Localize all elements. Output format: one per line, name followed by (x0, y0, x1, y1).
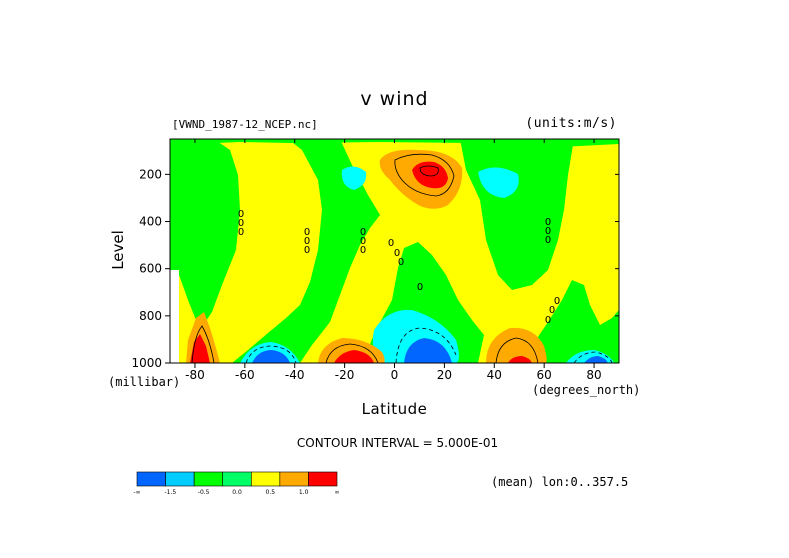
zero-contour-label: 0 (238, 209, 244, 220)
contour-line-tropical-neg (395, 327, 457, 363)
zero-contour-label: 0 (545, 235, 551, 246)
zero-contour-label: 0 (398, 257, 404, 268)
zero-contour-label: 0 (417, 282, 423, 293)
colorbar-swatch (308, 471, 338, 487)
positive-region-nh-low (486, 327, 547, 363)
zero-contour-label: 0 (549, 305, 555, 316)
colorbar-swatch (250, 471, 281, 487)
missing-data-region (170, 270, 179, 363)
colorbar-tick-label: ∞ (335, 489, 340, 496)
very-positive-region-nh-low (508, 356, 532, 363)
units-label: (units:m/s) (525, 116, 617, 131)
contour-line-sh-neg (245, 345, 297, 363)
x-tick-label: -40 (285, 368, 305, 382)
contour-line-jet-inner (394, 153, 455, 197)
colorbar-tick-label: -∞ (133, 489, 140, 496)
zero-contour-label: 0 (360, 227, 366, 238)
colorbar-swatch (165, 471, 195, 487)
zero-contour-label: 0 (545, 315, 551, 326)
axis-ticks: -80 -60 -40 -20 0 20 40 60 80 200 400 600 800 1000 (131, 139, 619, 382)
strong-negative-region-upper-nh (478, 167, 519, 198)
y-tick-label: 200 (139, 167, 162, 181)
zero-contour-label: 0 (554, 296, 560, 307)
y-axis-unit-label: (millibar) (108, 375, 181, 389)
y-tick-label: 600 (139, 262, 162, 276)
zero-contour-label: 0 (304, 245, 310, 256)
zero-contour-label: 0 (545, 217, 551, 228)
colorbar-tick-label: -0.5 (198, 489, 210, 496)
x-axis-unit-label: (degrees_north) (532, 383, 641, 397)
colorbar-swatch (222, 471, 252, 487)
zero-contour-label: 0 (360, 245, 366, 256)
contour-line-nh-low (495, 337, 539, 363)
colorbar: -∞ -1.5 -0.5 0.0 0.5 1.0 ∞ (133, 471, 340, 496)
contour-line-sh-low (325, 343, 379, 363)
colorbar-tick-label: 0.0 (232, 489, 242, 496)
zero-contour-label: 0 (304, 236, 310, 247)
very-positive-region-upper-jet (412, 161, 448, 189)
very-negative-region-nh (584, 356, 608, 363)
y-tick-label: 400 (139, 215, 162, 229)
negative-region-central (232, 139, 380, 363)
x-tick-label: -60 (235, 368, 255, 382)
y-tick-label: 800 (139, 309, 162, 323)
chart-title: v wind (360, 88, 429, 110)
zero-contour-label: 0 (238, 227, 244, 238)
x-tick-label: -20 (335, 368, 355, 382)
mean-longitude-label: (mean) lon:0..357.5 (491, 475, 629, 489)
very-negative-region-tropical (404, 338, 452, 363)
colorbar-swatch (279, 471, 309, 487)
contour-line-nh-neg (573, 351, 613, 363)
x-tick-label: 0 (391, 368, 399, 382)
y-tick-label: 1000 (131, 356, 162, 370)
colorbar-tick-label: 1.0 (299, 489, 309, 496)
x-tick-label: 40 (487, 368, 502, 382)
zero-contour-label: 0 (388, 238, 394, 249)
colorbar-tick-label: -1.5 (164, 489, 176, 496)
very-negative-region-sh (252, 350, 290, 363)
x-axis-label: Latitude (361, 400, 428, 418)
zero-contour-label: 0 (304, 227, 310, 238)
colorbar-swatch (136, 471, 166, 487)
strong-negative-region-upper-sh (341, 166, 367, 190)
colorbar-tick-label: 0.5 (266, 489, 276, 496)
colorbar-swatch (193, 471, 224, 487)
contour-line-jet-core (419, 165, 439, 177)
zero-contour-label: 0 (238, 218, 244, 229)
very-positive-region-sh-low (334, 350, 374, 363)
negative-region-nh-lower (530, 280, 619, 363)
zero-contour-label: 0 (394, 248, 400, 259)
source-file-label: [VWND_1987-12_NCEP.nc] (172, 118, 318, 131)
zero-contour-label: 0 (360, 236, 366, 247)
negative-region-sh-west (170, 139, 240, 330)
x-tick-label: -80 (185, 368, 205, 382)
contour-line-polar (191, 325, 215, 363)
contour-interval-label: CONTOUR INTERVAL = 5.000E-01 (296, 436, 499, 450)
x-tick-label: 60 (537, 368, 552, 382)
x-tick-label: 80 (586, 368, 601, 382)
x-tick-label: 20 (437, 368, 452, 382)
zero-contour-label: 0 (545, 226, 551, 237)
